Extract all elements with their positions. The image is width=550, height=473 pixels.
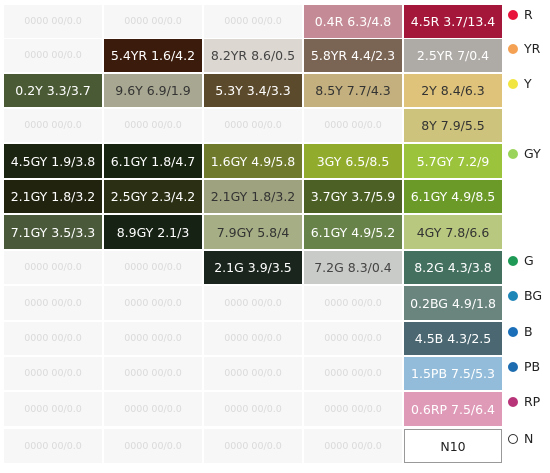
hue-dot-icon bbox=[508, 433, 518, 444]
color-swatch: 3.7GY 3.7/5.9 bbox=[304, 180, 402, 213]
color-swatch: 4.5B 4.3/2.5 bbox=[404, 322, 502, 355]
color-swatch: 8.2YR 8.6/0.5 bbox=[204, 39, 302, 72]
color-swatch: 2.1G 3.9/3.5 bbox=[204, 251, 302, 284]
color-swatch: 1.5PB 7.5/5.3 bbox=[404, 357, 502, 390]
empty-swatch-placeholder: 0000 00/0.0 bbox=[4, 392, 102, 426]
legend-item: BG bbox=[508, 288, 542, 303]
empty-swatch-placeholder: 0000 00/0.0 bbox=[4, 357, 102, 390]
empty-swatch-placeholder: 0000 00/0.0 bbox=[304, 357, 402, 390]
color-swatch: 2.5GY 2.3/4.2 bbox=[104, 180, 202, 213]
color-swatch: 5.4YR 1.6/4.2 bbox=[104, 39, 202, 72]
color-swatch: 7.9GY 5.8/4 bbox=[204, 215, 302, 249]
legend-item: YR bbox=[508, 41, 540, 56]
color-swatch: 4.5GY 1.9/3.8 bbox=[4, 144, 102, 178]
empty-swatch-placeholder: 0000 00/0.0 bbox=[4, 39, 102, 72]
color-swatch: 8.5Y 7.7/4.3 bbox=[304, 74, 402, 107]
hue-dot-icon bbox=[508, 290, 518, 301]
empty-swatch-placeholder: 0000 00/0.0 bbox=[4, 322, 102, 355]
color-swatch: 0.4R 6.3/4.8 bbox=[304, 5, 402, 38]
color-swatch: 2.1GY 1.8/3.2 bbox=[4, 180, 102, 213]
color-swatch: 5.7GY 7.2/9 bbox=[404, 144, 502, 178]
legend-item: GY bbox=[508, 146, 541, 161]
hue-dot-icon bbox=[508, 43, 518, 54]
hue-dot-icon bbox=[508, 148, 518, 159]
empty-swatch-placeholder: 0000 00/0.0 bbox=[304, 286, 402, 320]
legend-label: N bbox=[524, 431, 534, 446]
color-swatch: N10 bbox=[404, 429, 502, 463]
color-swatch: 2.5YR 7/0.4 bbox=[404, 39, 502, 72]
legend-item: B bbox=[508, 324, 533, 339]
empty-swatch-placeholder: 0000 00/0.0 bbox=[104, 5, 202, 38]
color-swatch: 0.2Y 3.3/3.7 bbox=[4, 74, 102, 107]
empty-swatch-placeholder: 0000 00/0.0 bbox=[4, 429, 102, 463]
empty-swatch-placeholder: 0000 00/0.0 bbox=[4, 5, 102, 38]
legend-label: RP bbox=[524, 394, 541, 409]
color-swatch: 5.3Y 3.4/3.3 bbox=[204, 74, 302, 107]
legend-label: R bbox=[524, 7, 533, 22]
legend-label: YR bbox=[524, 41, 541, 56]
legend-label: Y bbox=[524, 76, 532, 91]
color-swatch: 7.1GY 3.5/3.3 bbox=[4, 215, 102, 249]
hue-dot-icon bbox=[508, 326, 518, 337]
color-swatch: 0.2BG 4.9/1.8 bbox=[404, 286, 502, 320]
empty-swatch-placeholder: 0000 00/0.0 bbox=[304, 109, 402, 142]
color-swatch: 2.1GY 1.8/3.2 bbox=[204, 180, 302, 213]
hue-dot-icon bbox=[508, 396, 518, 407]
legend-label: BG bbox=[524, 288, 543, 303]
empty-swatch-placeholder: 0000 00/0.0 bbox=[4, 251, 102, 284]
legend-label: PB bbox=[524, 359, 541, 374]
hue-dot-icon bbox=[508, 78, 518, 89]
legend-item: N bbox=[508, 431, 533, 446]
color-swatch: 4.5R 3.7/13.4 bbox=[404, 5, 502, 38]
empty-swatch-placeholder: 0000 00/0.0 bbox=[304, 429, 402, 463]
empty-swatch-placeholder: 0000 00/0.0 bbox=[104, 357, 202, 390]
empty-swatch-placeholder: 0000 00/0.0 bbox=[204, 357, 302, 390]
empty-swatch-placeholder: 0000 00/0.0 bbox=[104, 392, 202, 426]
color-swatch: 4GY 7.8/6.6 bbox=[404, 215, 502, 249]
color-swatch: 7.2G 8.3/0.4 bbox=[304, 251, 402, 284]
color-swatch: 2Y 8.4/6.3 bbox=[404, 74, 502, 107]
empty-swatch-placeholder: 0000 00/0.0 bbox=[204, 109, 302, 142]
empty-swatch-placeholder: 0000 00/0.0 bbox=[304, 322, 402, 355]
color-swatch: 6.1GY 4.9/8.5 bbox=[404, 180, 502, 213]
color-swatch: 8.2G 4.3/3.8 bbox=[404, 251, 502, 284]
empty-swatch-placeholder: 0000 00/0.0 bbox=[104, 109, 202, 142]
empty-swatch-placeholder: 0000 00/0.0 bbox=[4, 109, 102, 142]
legend-item: RP bbox=[508, 394, 540, 409]
hue-dot-icon bbox=[508, 361, 518, 372]
legend-label: B bbox=[524, 324, 533, 339]
color-swatch: 0.6RP 7.5/6.4 bbox=[404, 392, 502, 426]
empty-swatch-placeholder: 0000 00/0.0 bbox=[204, 429, 302, 463]
legend-item: G bbox=[508, 253, 534, 268]
empty-swatch-placeholder: 0000 00/0.0 bbox=[204, 392, 302, 426]
color-swatch: 6.1GY 4.9/5.2 bbox=[304, 215, 402, 249]
hue-dot-icon bbox=[508, 255, 518, 266]
color-swatch: 8Y 7.9/5.5 bbox=[404, 109, 502, 142]
color-swatch: 8.9GY 2.1/3 bbox=[104, 215, 202, 249]
color-swatch: 6.1GY 1.8/4.7 bbox=[104, 144, 202, 178]
color-swatch: 9.6Y 6.9/1.9 bbox=[104, 74, 202, 107]
empty-swatch-placeholder: 0000 00/0.0 bbox=[104, 322, 202, 355]
empty-swatch-placeholder: 0000 00/0.0 bbox=[204, 322, 302, 355]
hue-dot-icon bbox=[508, 9, 518, 20]
empty-swatch-placeholder: 0000 00/0.0 bbox=[204, 5, 302, 38]
legend-item: PB bbox=[508, 359, 540, 374]
empty-swatch-placeholder: 0000 00/0.0 bbox=[304, 392, 402, 426]
color-swatch: 3GY 6.5/8.5 bbox=[304, 144, 402, 178]
empty-swatch-placeholder: 0000 00/0.0 bbox=[104, 429, 202, 463]
empty-swatch-placeholder: 0000 00/0.0 bbox=[4, 286, 102, 320]
legend-item: R bbox=[508, 7, 533, 22]
legend-label: G bbox=[524, 253, 534, 268]
empty-swatch-placeholder: 0000 00/0.0 bbox=[104, 251, 202, 284]
empty-swatch-placeholder: 0000 00/0.0 bbox=[204, 286, 302, 320]
legend-label: GY bbox=[524, 146, 541, 161]
color-swatch: 1.6GY 4.9/5.8 bbox=[204, 144, 302, 178]
color-swatch: 5.8YR 4.4/2.3 bbox=[304, 39, 402, 72]
legend-item: Y bbox=[508, 76, 532, 91]
empty-swatch-placeholder: 0000 00/0.0 bbox=[104, 286, 202, 320]
